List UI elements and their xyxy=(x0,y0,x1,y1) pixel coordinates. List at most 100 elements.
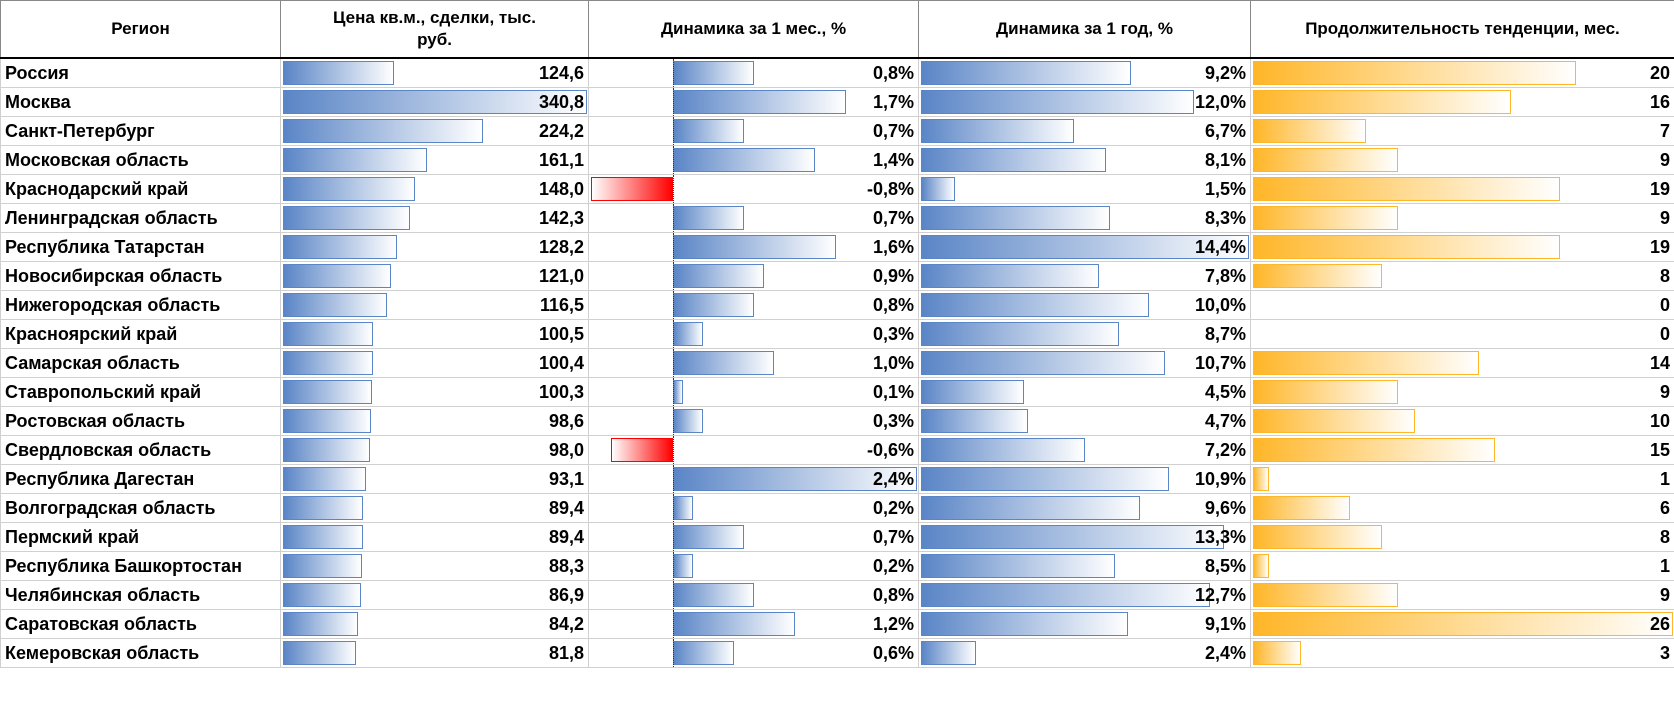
axis-line xyxy=(672,552,674,580)
value-cell: 142,3 xyxy=(280,203,589,233)
data-bar xyxy=(921,409,1029,433)
region-name: Ростовская область xyxy=(0,406,281,436)
cell-value: 1,0% xyxy=(872,353,914,373)
value-cell: 1,7% xyxy=(588,87,919,117)
cell-value: 19 xyxy=(1649,237,1670,257)
data-bar xyxy=(283,206,410,230)
cell-value: 161,1 xyxy=(538,150,584,170)
cell-value: 0,9% xyxy=(872,266,914,286)
cell-value: 116,5 xyxy=(539,295,584,315)
cell-value: 0,6% xyxy=(872,643,914,663)
axis-line xyxy=(672,146,674,174)
data-bar xyxy=(611,438,673,462)
data-bar xyxy=(283,496,363,520)
axis-line xyxy=(672,291,674,319)
value-cell: 1,4% xyxy=(588,145,919,175)
value-cell: 10 xyxy=(1250,406,1674,436)
data-bar xyxy=(672,322,704,346)
data-bar xyxy=(283,612,359,636)
value-cell: 4,5% xyxy=(918,377,1251,407)
cell-value: 14,4% xyxy=(1194,237,1246,257)
axis-line xyxy=(672,349,674,377)
cell-value: 0,2% xyxy=(872,556,914,576)
data-bar xyxy=(672,293,754,317)
data-bar xyxy=(921,525,1224,549)
region-name: Республика Татарстан xyxy=(0,232,281,262)
cell-value: 12,7% xyxy=(1194,585,1246,605)
region-name: Республика Башкортостан xyxy=(0,551,281,581)
value-cell: -0,6% xyxy=(588,435,919,465)
cell-value: 0 xyxy=(1659,295,1670,315)
cell-value: 16 xyxy=(1649,92,1670,112)
data-bar xyxy=(283,90,587,114)
cell-value: 100,3 xyxy=(538,382,584,402)
data-bar xyxy=(921,148,1106,172)
cell-value: 8,7% xyxy=(1204,324,1246,344)
cell-value: 89,4 xyxy=(548,498,584,518)
axis-line xyxy=(672,117,674,145)
value-cell: 1,0% xyxy=(588,348,919,378)
region-name: Нижегородская область xyxy=(0,290,281,320)
cell-value: 10,9% xyxy=(1194,469,1246,489)
value-cell: 121,0 xyxy=(280,261,589,291)
data-bar xyxy=(1253,177,1560,201)
cell-value: 0,7% xyxy=(872,527,914,547)
data-bar xyxy=(283,148,427,172)
value-cell: 100,3 xyxy=(280,377,589,407)
region-name: Санкт-Петербург xyxy=(0,116,281,146)
value-cell: 16 xyxy=(1250,87,1674,117)
value-cell: 26 xyxy=(1250,609,1674,639)
value-cell: 0,7% xyxy=(588,522,919,552)
cell-value: 15 xyxy=(1649,440,1670,460)
data-bar xyxy=(1253,235,1560,259)
cell-value: 19 xyxy=(1649,179,1670,199)
value-cell: 89,4 xyxy=(280,522,589,552)
cell-value: 81,8 xyxy=(548,643,584,663)
region-name: Ставропольский край xyxy=(0,377,281,407)
region-name: Волгоградская область xyxy=(0,493,281,523)
data-bar xyxy=(672,351,775,375)
cell-value: 10 xyxy=(1649,411,1670,431)
value-cell: 9 xyxy=(1250,203,1674,233)
cell-value: 26 xyxy=(1649,614,1670,634)
data-bar xyxy=(283,554,362,578)
data-bar xyxy=(672,409,704,433)
data-bar xyxy=(672,264,765,288)
axis-line xyxy=(672,494,674,522)
data-bar xyxy=(1253,61,1577,85)
value-cell: 148,0 xyxy=(280,174,589,204)
data-bar xyxy=(921,641,976,665)
value-cell: 15 xyxy=(1250,435,1674,465)
cell-value: 340,8 xyxy=(538,92,584,112)
value-cell: 0,7% xyxy=(588,116,919,146)
cell-value: 124,6 xyxy=(538,63,584,83)
value-cell: 0,8% xyxy=(588,57,919,88)
data-bar xyxy=(1253,583,1399,607)
data-bar xyxy=(1253,351,1480,375)
cell-value: 14 xyxy=(1649,353,1670,373)
value-cell: 1 xyxy=(1250,551,1674,581)
table-row: Республика Башкортостан 88,3 0,2% 8,5% 1 xyxy=(0,551,1674,581)
data-bar xyxy=(1253,496,1350,520)
table-row: Москва 340,8 1,7% 12,0% 16 xyxy=(0,87,1674,117)
cell-value: 9 xyxy=(1659,585,1670,605)
value-cell: 9,2% xyxy=(918,57,1251,88)
data-bar xyxy=(283,641,356,665)
region-name: Краснодарский край xyxy=(0,174,281,204)
table-row: Челябинская область 86,9 0,8% 12,7% 9 xyxy=(0,580,1674,610)
data-bar xyxy=(672,206,744,230)
cell-value: 84,2 xyxy=(548,614,584,634)
value-cell: 224,2 xyxy=(280,116,589,146)
cell-value: 3 xyxy=(1659,643,1670,663)
value-cell: 340,8 xyxy=(280,87,589,117)
value-cell: 86,9 xyxy=(280,580,589,610)
cell-value: 4,5% xyxy=(1204,382,1246,402)
value-cell: 88,3 xyxy=(280,551,589,581)
cell-value: 1,5% xyxy=(1204,179,1246,199)
data-bar xyxy=(672,235,836,259)
cell-value: 121,0 xyxy=(538,266,584,286)
data-bar xyxy=(283,264,391,288)
table-row: Волгоградская область 89,4 0,2% 9,6% 6 xyxy=(0,493,1674,523)
value-cell: 0,9% xyxy=(588,261,919,291)
